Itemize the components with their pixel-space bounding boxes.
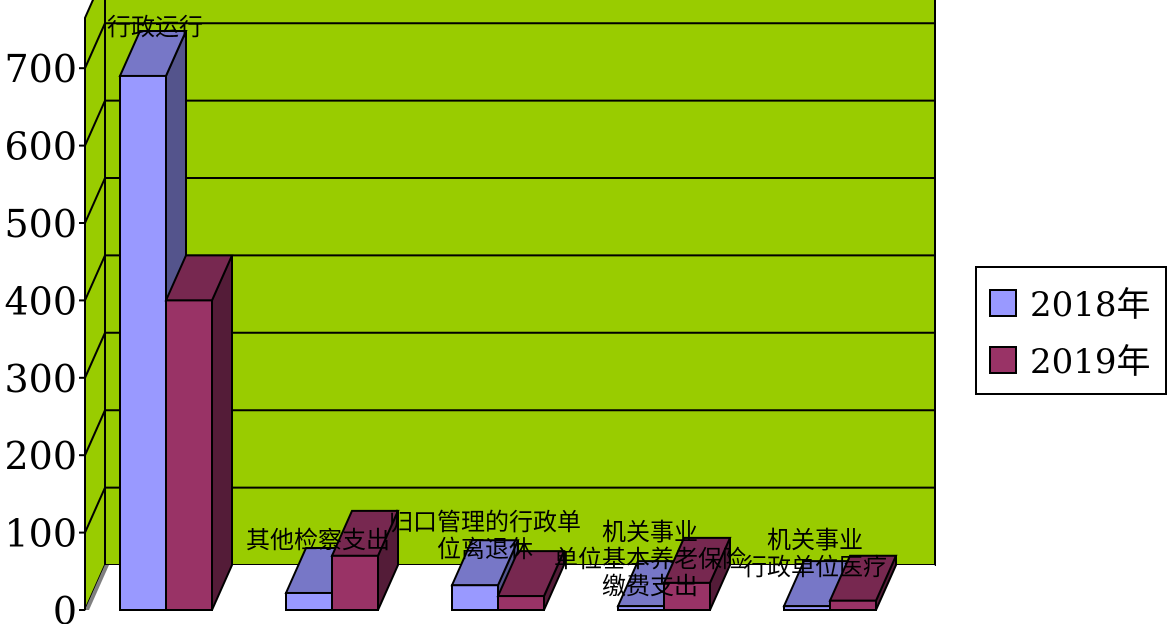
category-label-line: 行政运行 bbox=[107, 13, 203, 41]
category-label-2: 其他检察支出 bbox=[246, 526, 390, 554]
bars bbox=[118, 29, 898, 612]
y-tick-label: 300 bbox=[4, 357, 77, 401]
bar-2019 bbox=[331, 554, 379, 612]
bar-2018 bbox=[617, 605, 665, 612]
y-axis-ticks: 0 100 200 300 400 500 600 700 bbox=[4, 17, 86, 628]
category-label-line: 单位基本养老保险 bbox=[554, 545, 746, 573]
y-tick-label: 0 bbox=[53, 589, 77, 624]
floor-edge bbox=[85, 565, 109, 610]
bar-2018 bbox=[451, 584, 499, 611]
bar-2019 bbox=[663, 581, 711, 611]
bar-side-2019 bbox=[211, 254, 233, 611]
category-label-line: 机关事业 bbox=[602, 518, 698, 546]
legend: 2018年 2019年 bbox=[975, 266, 1167, 395]
bar-2019 bbox=[165, 299, 213, 611]
category-label-4: 机关事业单位基本养老保险缴费支出 bbox=[554, 518, 746, 600]
gridline-side bbox=[84, 409, 106, 456]
bar-2019 bbox=[829, 599, 877, 611]
category-label-line: 归口管理的行政单 bbox=[389, 508, 581, 536]
bar-2019 bbox=[497, 595, 545, 611]
y-tick-label: 400 bbox=[4, 279, 77, 323]
y-tick-label: 100 bbox=[4, 512, 77, 556]
gridline-side bbox=[84, 100, 106, 147]
category-label-line: 缴费支出 bbox=[602, 572, 698, 600]
y-tick-label: 700 bbox=[4, 47, 77, 91]
gridline-side bbox=[84, 254, 106, 301]
category-label-5: 机关事业行政单位医疗 bbox=[743, 526, 887, 581]
bar-2018 bbox=[783, 605, 831, 612]
gridline-side bbox=[84, 22, 106, 69]
bar-2018 bbox=[285, 591, 333, 611]
bar-2018 bbox=[119, 74, 167, 611]
y-tick-label: 500 bbox=[4, 202, 77, 246]
category-label-1: 行政运行 bbox=[107, 13, 203, 41]
legend-swatch-2019 bbox=[989, 346, 1017, 374]
category-label-line: 位离退休 bbox=[437, 535, 533, 563]
y-tick-label: 600 bbox=[4, 125, 77, 169]
legend-label-2018: 2018年 bbox=[1030, 285, 1151, 325]
category-label-line: 机关事业 bbox=[767, 526, 863, 554]
legend-label-2019: 2019年 bbox=[1030, 342, 1151, 382]
category-label-3: 归口管理的行政单位离退休 bbox=[389, 508, 581, 563]
gridline-side bbox=[84, 487, 106, 534]
y-tick-label: 200 bbox=[4, 434, 77, 478]
gridline-side bbox=[84, 177, 106, 224]
legend-swatch-2018 bbox=[989, 289, 1017, 317]
side-wall bbox=[84, 0, 106, 611]
category-labels: 行政运行其他检察支出归口管理的行政单位离退休机关事业单位基本养老保险缴费支出机关… bbox=[107, 13, 887, 600]
gridline-side bbox=[84, 332, 106, 379]
category-label-line: 行政单位医疗 bbox=[743, 553, 887, 581]
grid-lines bbox=[84, 22, 935, 534]
category-label-line: 其他检察支出 bbox=[246, 526, 390, 554]
